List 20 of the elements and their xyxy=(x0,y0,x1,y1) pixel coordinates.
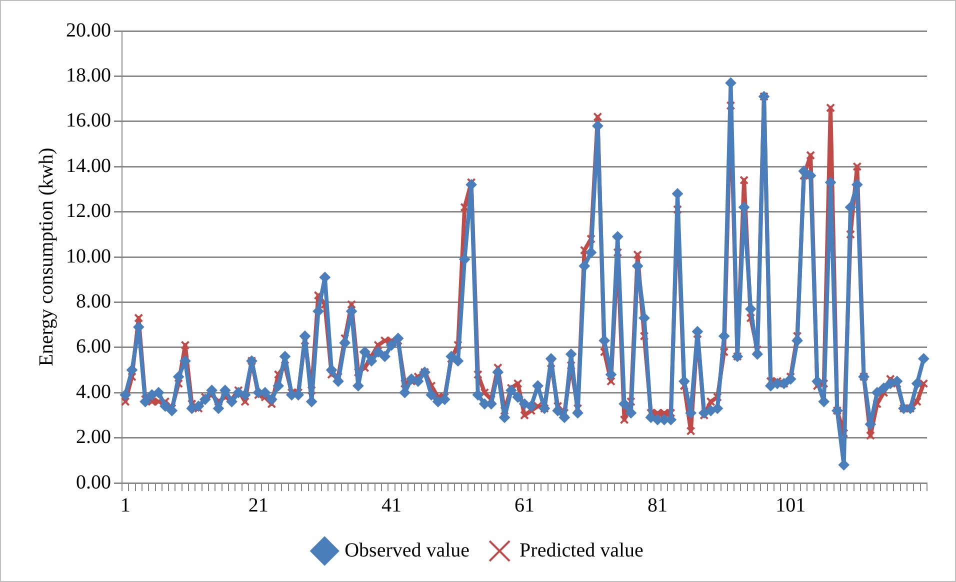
x-tick-label: 41 xyxy=(381,494,402,516)
legend-label: Predicted value xyxy=(520,539,644,562)
y-tick-label: 20.00 xyxy=(66,19,111,42)
y-tick-label: 18.00 xyxy=(66,64,111,86)
x-tick-label: 1 xyxy=(120,494,130,516)
y-tick-label: 14.00 xyxy=(66,154,111,177)
y-tick-label: 0.00 xyxy=(76,471,111,494)
x-tick-label: 61 xyxy=(514,494,534,516)
legend-label: Observed value xyxy=(344,539,470,562)
y-tick-label: 12.00 xyxy=(66,200,111,222)
y-tick-label: 10.00 xyxy=(66,245,111,268)
y-tick-label: 2.00 xyxy=(76,426,111,448)
x-tick-label: 101 xyxy=(776,494,806,516)
x-tick-label: 21 xyxy=(248,494,268,516)
y-tick-label: 4.00 xyxy=(76,380,111,403)
y-axis-title: Energy consumption (kwh) xyxy=(35,148,58,366)
y-tick-label: 6.00 xyxy=(76,336,111,358)
x-tick-label: 81 xyxy=(648,494,668,516)
y-tick-label: 16.00 xyxy=(66,110,111,132)
y-tick-label: 8.00 xyxy=(76,290,111,312)
